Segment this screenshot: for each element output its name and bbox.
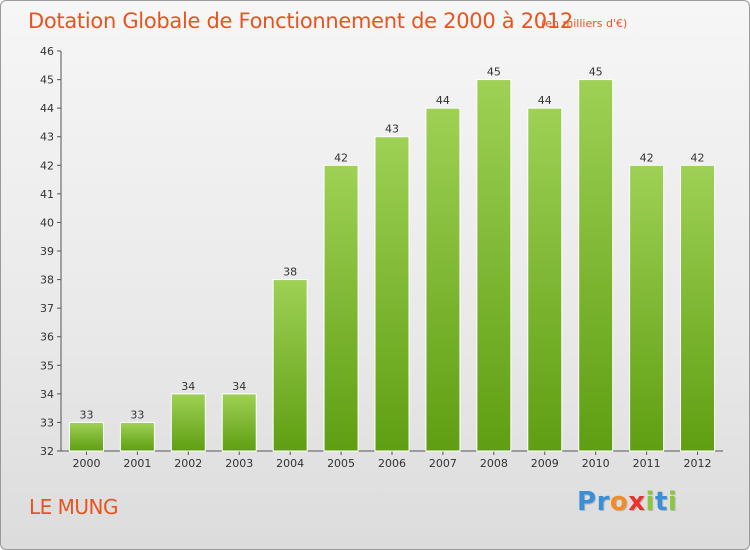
bar-value-label: 42 [640, 151, 654, 164]
y-tick-label: 46 [40, 45, 54, 58]
bar-value-label: 42 [334, 151, 348, 164]
bar-value-label: 34 [181, 380, 195, 393]
x-tick-label: 2007 [429, 457, 457, 470]
x-tick-label: 2001 [123, 457, 151, 470]
bar [170, 393, 206, 452]
bar-value-label: 38 [283, 266, 297, 279]
logo-letter: i [645, 487, 655, 517]
logo-letter: i [667, 487, 678, 517]
bar-value-label: 44 [538, 94, 552, 107]
y-tick-label: 39 [40, 245, 54, 258]
bars [68, 79, 716, 452]
bar-value-label: 33 [79, 408, 93, 421]
y-tick-label: 34 [40, 388, 54, 401]
x-tick-label: 2006 [378, 457, 406, 470]
chart-unit: (en milliers d'€) [541, 17, 628, 30]
x-tick-label: 2010 [582, 457, 610, 470]
bar [68, 421, 104, 452]
x-tick-label: 2004 [276, 457, 304, 470]
bar-value-labels: 33 33 34 34 38 42 43 44 45 44 45 42 42 [79, 66, 704, 422]
y-tick-label: 32 [40, 445, 54, 458]
x-axis: 2000 2001 2002 2003 2004 2005 2006 2007 2008 2009… [61, 450, 723, 470]
logo-letter: o [609, 487, 629, 517]
x-tick-label: 2002 [174, 457, 202, 470]
bar-value-label: 43 [385, 123, 399, 136]
bar [527, 107, 563, 452]
bar-value-label: 44 [436, 94, 450, 107]
bar [323, 164, 359, 452]
x-tick-label: 2011 [633, 457, 661, 470]
commune-name: LE MUNG [29, 495, 119, 519]
y-axis: 32 33 34 35 36 37 38 39 40 41 42 43 44 45 46 [40, 45, 62, 458]
x-tick-label: 2009 [531, 457, 559, 470]
logo-letter: r [596, 487, 610, 517]
y-tick-label: 42 [40, 159, 54, 172]
y-tick-label: 37 [40, 302, 54, 315]
bar [374, 136, 410, 452]
logo-letter: t [654, 487, 668, 517]
y-tick-label: 36 [40, 331, 54, 344]
x-tick-label: 2008 [480, 457, 508, 470]
bar [476, 79, 512, 452]
y-tick-label: 35 [40, 359, 54, 372]
y-tick-label: 33 [40, 416, 54, 429]
bar [221, 393, 257, 452]
y-tick-label: 41 [40, 188, 54, 201]
logo-letter: x [628, 487, 646, 517]
bar [425, 107, 461, 452]
chart-title: Dotation Globale de Fonctionnement de 20… [28, 9, 573, 33]
y-tick-label: 45 [40, 74, 54, 87]
bar-value-label: 45 [487, 66, 501, 79]
bar-value-label: 34 [232, 380, 246, 393]
bar-value-label: 45 [589, 66, 603, 79]
proxiti-logo: Proxiti [577, 487, 677, 517]
bar [578, 79, 614, 452]
bar-value-label: 33 [130, 408, 144, 421]
x-tick-label: 2012 [684, 457, 712, 470]
x-tick-label: 2005 [327, 457, 355, 470]
bar-value-label: 42 [691, 151, 705, 164]
y-tick-label: 43 [40, 131, 54, 144]
y-tick-label: 40 [40, 216, 54, 229]
logo-letter: P [577, 487, 597, 517]
y-tick-label: 38 [40, 274, 54, 287]
y-tick-label: 44 [40, 102, 54, 115]
bar [119, 421, 155, 452]
bar [629, 164, 665, 452]
x-tick-label: 2000 [72, 457, 100, 470]
bar [272, 279, 308, 452]
x-tick-label: 2003 [225, 457, 253, 470]
bar [680, 164, 716, 452]
